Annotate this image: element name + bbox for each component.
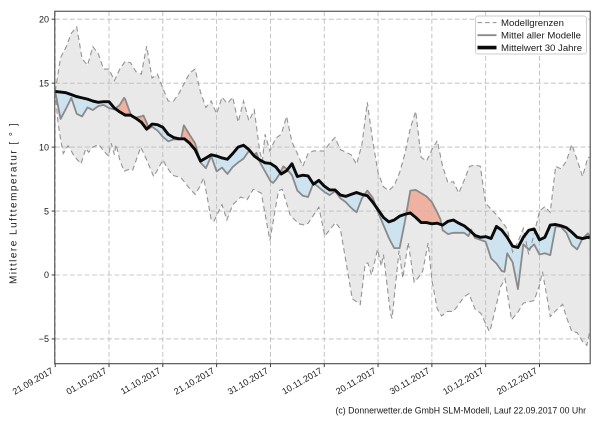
svg-text:Mittelwert 30 Jahre: Mittelwert 30 Jahre <box>501 43 582 54</box>
svg-text:−5: −5 <box>39 334 49 344</box>
svg-text:5: 5 <box>44 206 49 216</box>
svg-text:15: 15 <box>39 78 49 88</box>
svg-text:20: 20 <box>39 14 49 24</box>
svg-text:(c) Donnerwetter.de GmbH SLM-M: (c) Donnerwetter.de GmbH SLM-Modell, Lau… <box>336 406 587 416</box>
svg-text:0: 0 <box>44 270 49 280</box>
svg-text:Mittel aller Modelle: Mittel aller Modelle <box>501 30 581 41</box>
svg-text:10: 10 <box>39 142 49 152</box>
svg-text:Modellgrenzen: Modellgrenzen <box>501 18 564 29</box>
svg-text:Mittlere Lufttemperatur [ ° ]: Mittlere Lufttemperatur [ ° ] <box>9 122 20 284</box>
